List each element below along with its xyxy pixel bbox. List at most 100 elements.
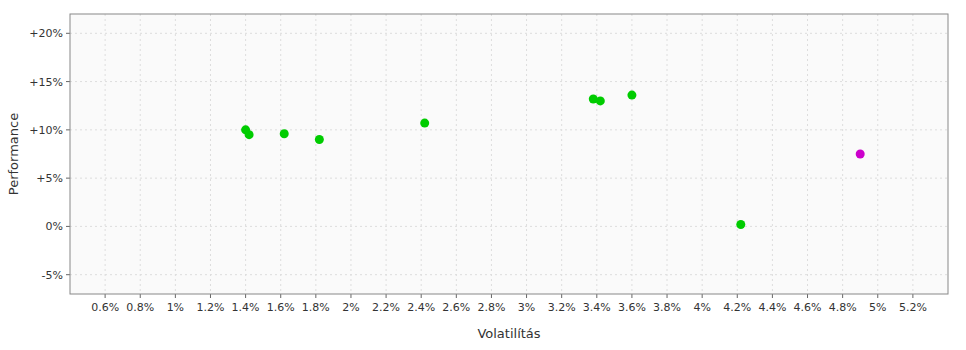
grid-line-x [631,14,632,294]
x-tick [737,294,738,298]
x-tick [842,294,843,298]
x-tick-label: 1.2% [197,301,225,314]
scatter-point [420,119,429,128]
y-tick [66,81,70,82]
x-tick-label: 3% [518,301,535,314]
x-tick [631,294,632,298]
x-tick-label: 2.4% [407,301,435,314]
grid-line-x [210,14,211,294]
x-tick [105,294,106,298]
x-tick-label: 5.2% [899,301,927,314]
x-tick-label: 4.4% [758,301,786,314]
grid-line-y [70,274,948,275]
x-tick [350,294,351,298]
x-tick [456,294,457,298]
grid-line-x [561,14,562,294]
grid-line-x [280,14,281,294]
grid-line-x [140,14,141,294]
x-tick [596,294,597,298]
x-tick [140,294,141,298]
x-tick [667,294,668,298]
x-tick [386,294,387,298]
grid-line-x [456,14,457,294]
x-tick-label: 1.6% [267,301,295,314]
x-tick-label: 2% [342,301,359,314]
x-tick-label: 2.2% [372,301,400,314]
grid-line-x [245,14,246,294]
y-tick-label: +15% [29,76,63,89]
x-tick-label: 3.4% [583,301,611,314]
y-tick [66,129,70,130]
grid-line-y [70,81,948,82]
x-tick-label: 3.6% [618,301,646,314]
plot-area [70,14,948,294]
grid [70,14,948,294]
scatter-point [245,130,254,139]
grid-line-x [105,14,106,294]
y-tick-label: -5% [42,269,63,282]
scatter-point [856,150,865,159]
grid-line-x [350,14,351,294]
grid-line-x [491,14,492,294]
x-tick [912,294,913,298]
x-tick-label: 1% [167,301,184,314]
x-tick-label: 3.8% [653,301,681,314]
x-tick-label: 4.2% [723,301,751,314]
grid-line-x [912,14,913,294]
y-tick [66,274,70,275]
x-tick [245,294,246,298]
x-tick [772,294,773,298]
x-tick [280,294,281,298]
x-tick-label: 5% [869,301,886,314]
grid-line-y [70,129,948,130]
scatter-point [627,91,636,100]
grid-line-x [315,14,316,294]
x-tick [421,294,422,298]
x-tick-label: 0.8% [126,301,154,314]
x-tick [561,294,562,298]
y-tick-label: +10% [29,124,63,137]
grid-line-x [386,14,387,294]
grid-line-x [842,14,843,294]
x-tick [877,294,878,298]
chart: 0.6%0.8%1%1.2%1.4%1.6%1.8%2%2.2%2.4%2.6%… [0,0,966,350]
scatter-point [280,129,289,138]
axes: 0.6%0.8%1%1.2%1.4%1.6%1.8%2%2.2%2.4%2.6%… [29,27,927,314]
plot-frame [70,14,948,294]
y-tick [66,226,70,227]
y-tick-label: +5% [36,172,63,185]
points [241,91,865,229]
y-tick [66,33,70,34]
x-tick [491,294,492,298]
x-tick-label: 4% [693,301,710,314]
grid-line-x [667,14,668,294]
x-tick [526,294,527,298]
grid-line-x [737,14,738,294]
scatter-point [596,96,605,105]
x-tick-label: 3.2% [548,301,576,314]
x-tick [175,294,176,298]
x-tick-label: 1.8% [302,301,330,314]
grid-line-y [70,178,948,179]
x-tick-label: 2.8% [477,301,505,314]
grid-line-x [526,14,527,294]
grid-line-x [877,14,878,294]
x-axis-label: Volatilítás [477,326,540,341]
y-tick-label: 0% [46,220,63,233]
grid-line-x [772,14,773,294]
x-tick [807,294,808,298]
y-tick [66,178,70,179]
x-tick-label: 0.6% [91,301,119,314]
x-tick-label: 1.4% [232,301,260,314]
x-tick-label: 4.8% [829,301,857,314]
x-tick-label: 4.6% [794,301,822,314]
grid-line-x [702,14,703,294]
scatter-point [736,220,745,229]
grid-line-x [421,14,422,294]
grid-line-y [70,33,948,34]
y-axis-label: Performance [6,113,21,195]
grid-line-x [175,14,176,294]
scatter-point [315,135,324,144]
grid-line-y [70,226,948,227]
x-tick [315,294,316,298]
